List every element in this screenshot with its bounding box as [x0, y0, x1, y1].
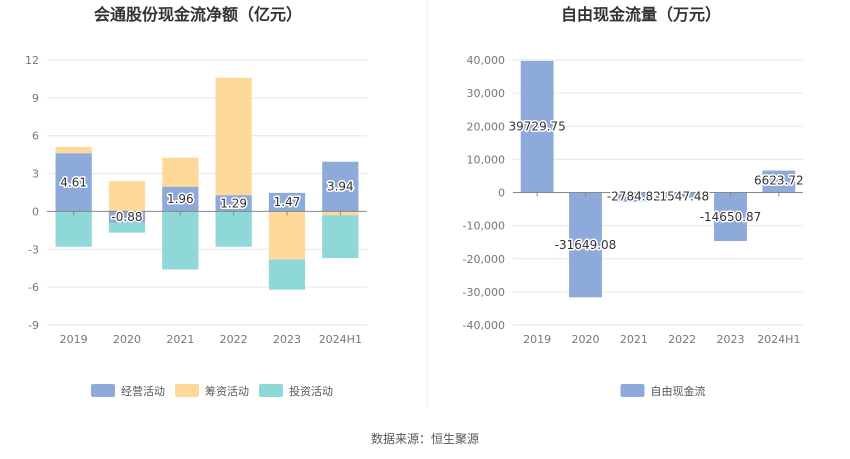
chart1-data-label: 1.47 — [274, 195, 301, 209]
chart2-x-tick-label: 2023 — [717, 333, 745, 346]
chart1-bar-投资活动-2024H1 — [322, 215, 359, 259]
chart1-x-tick-label: 2020 — [113, 333, 141, 346]
chart2-x-tick-label: 2019 — [523, 333, 551, 346]
chart1-bar-筹资活动-2021 — [162, 157, 199, 187]
chart1-bar-投资活动-2019 — [55, 211, 92, 247]
chart1-bar-经营活动-2020 — [108, 211, 146, 223]
chart1-legend-label-经营活动: 经营活动 — [121, 384, 165, 398]
chart2-y-tick-label: 20,000 — [467, 120, 506, 133]
chart1-y-tick-label: 12 — [25, 54, 39, 67]
chart2-y-tick-label: -40,000 — [463, 319, 505, 332]
chart2-y-tick-label: 10,000 — [467, 153, 506, 166]
chart2-x-tick-label: 2022 — [668, 333, 696, 346]
chart1-x-tick-label: 2024H1 — [319, 333, 362, 346]
chart2-x-tick-label: 2024H1 — [757, 333, 800, 346]
chart1-bar-经营活动-2024H1 — [322, 161, 359, 212]
chart2-x-tick-label: 2021 — [620, 333, 648, 346]
chart1-bar-筹资活动-2022 — [215, 77, 252, 196]
chart2-bar-自由现金流-2020 — [569, 192, 602, 298]
chart1-x-tick-label: 2022 — [220, 333, 248, 346]
chart2-y-tick-label: 40,000 — [467, 54, 506, 67]
chart1-y-tick-label: 9 — [32, 92, 39, 105]
chart2-legend-swatch-自由现金流 — [620, 384, 645, 397]
chart1-data-label: 3.94 — [327, 180, 354, 194]
chart2-y-tick-label: -20,000 — [463, 253, 505, 266]
chart1-y-tick-label: 6 — [32, 130, 39, 143]
chart1-legend-swatch-投资活动 — [259, 384, 283, 397]
chart2-bar-自由现金流-2024H1 — [762, 170, 796, 193]
chart2-title: 自由现金流量（万元） — [561, 5, 721, 24]
chart1-data-label: 1.29 — [220, 196, 247, 210]
chart2-bar-自由现金流-2019 — [520, 60, 554, 193]
chart1-legend-label-筹资活动: 筹资活动 — [205, 384, 249, 398]
chart1-bar-筹资活动-2020 — [108, 181, 146, 212]
chart2-x-tick-label: 2020 — [572, 333, 600, 346]
chart2-data-label: 39729.75 — [509, 120, 566, 134]
chart2-y-tick-label: -30,000 — [463, 286, 505, 299]
chart1-bar-筹资活动-2019 — [55, 146, 92, 154]
chart1-y-tick-label: 0 — [32, 205, 39, 218]
chart2-data-label: -31649.08 — [555, 238, 617, 252]
chart2-data-label: -1547.48 — [655, 190, 709, 204]
chart2-data-label: 6623.72 — [754, 174, 804, 188]
chart2-data-label: -14650.87 — [700, 210, 762, 224]
chart1-data-label: 4.61 — [60, 175, 87, 189]
chart1-bar-投资活动-2022 — [215, 211, 252, 247]
chart1-legend-swatch-筹资活动 — [175, 384, 199, 397]
source-note: 数据来源：恒生聚源 — [371, 431, 479, 446]
chart1-data-label: 1.96 — [167, 192, 194, 206]
chart1-y-tick-label: 3 — [32, 168, 39, 181]
chart1-bar-投资活动-2023 — [268, 259, 306, 290]
chart1-y-tick-label: -6 — [28, 281, 39, 294]
chart1-bar-经营活动-2019 — [55, 153, 92, 212]
chart2-y-tick-label: -10,000 — [463, 220, 505, 233]
chart1-y-tick-label: -3 — [28, 243, 39, 256]
chart1-bar-投资活动-2020 — [108, 222, 146, 233]
chart1-data-label: -0.88 — [111, 210, 142, 224]
chart1-y-tick-label: -9 — [28, 319, 39, 332]
chart1-legend-swatch-经营活动 — [91, 384, 115, 397]
chart1-bar-经营活动-2022 — [215, 195, 252, 212]
chart1-title: 会通股份现金流净额（亿元） — [94, 5, 302, 24]
chart2-data-label: -2784.82 — [607, 190, 661, 204]
chart1-x-tick-label: 2023 — [273, 333, 301, 346]
chart2-bar-自由现金流-2023 — [714, 192, 747, 242]
chart1-bar-筹资活动-2023 — [268, 211, 306, 260]
chart1-bar-经营活动-2021 — [162, 186, 199, 212]
chart2-y-tick-label: 0 — [498, 187, 505, 200]
chart1-x-tick-label: 2021 — [166, 333, 194, 346]
chart1-bar-投资活动-2021 — [162, 211, 199, 270]
chart2-bar-自由现金流-2021 — [617, 192, 651, 202]
chart1-bar-经营活动-2023 — [268, 192, 306, 212]
chart2-y-tick-label: 30,000 — [467, 87, 506, 100]
chart2-legend-label-自由现金流: 自由现金流 — [651, 384, 706, 398]
chart1-x-tick-label: 2019 — [60, 333, 88, 346]
chart1-legend-label-投资活动: 投资活动 — [289, 384, 333, 398]
